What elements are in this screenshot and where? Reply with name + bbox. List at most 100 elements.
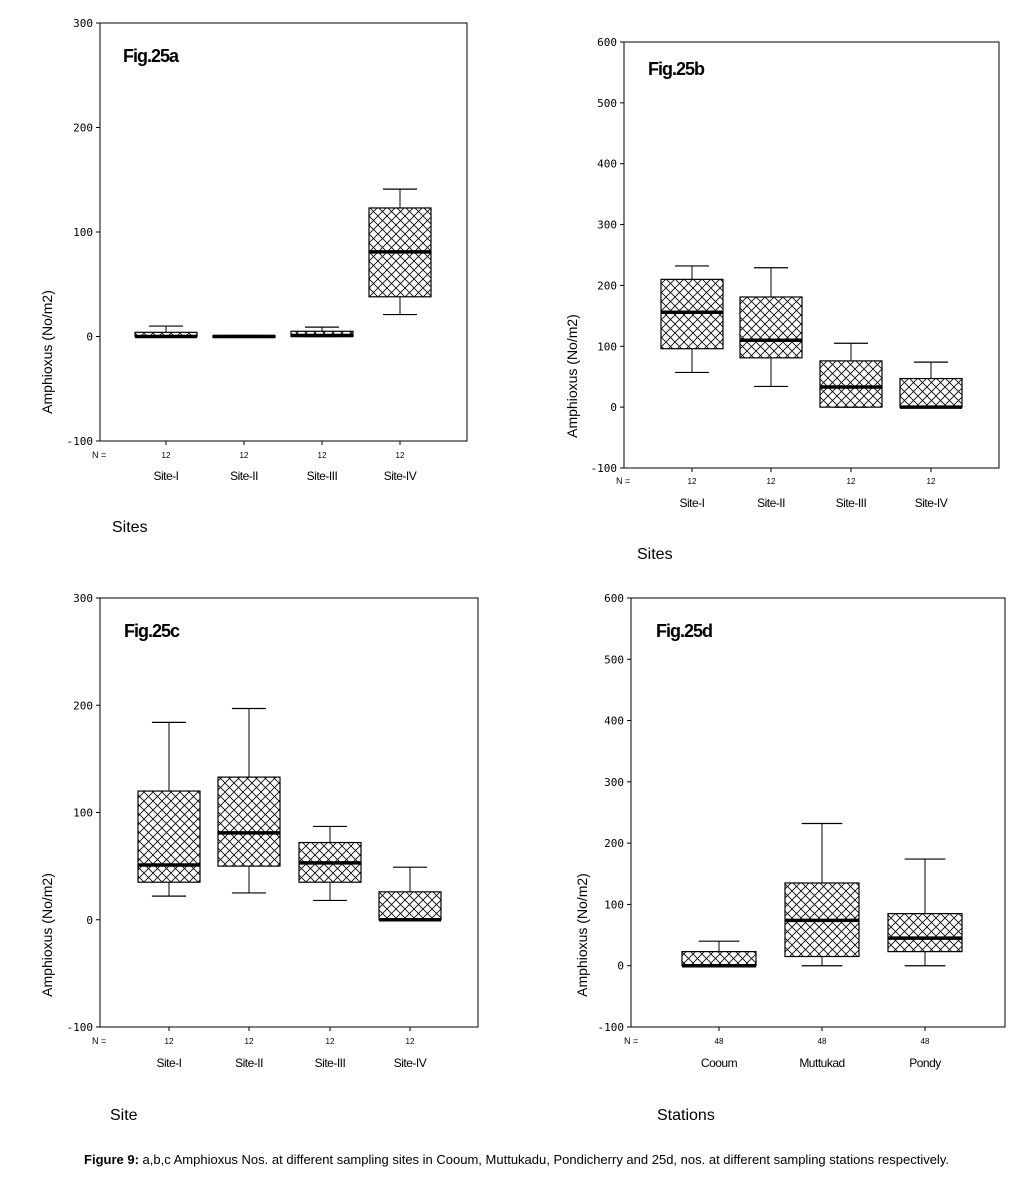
iqr-box [899, 377, 963, 408]
n-value: 12 [245, 1037, 254, 1046]
y-tick-label: 600 [597, 36, 617, 49]
y-tick-label: 300 [604, 776, 624, 789]
y-tick-label: 0 [86, 331, 93, 344]
n-value: 12 [326, 1037, 335, 1046]
box-Site-II: 12 Site-II [212, 334, 276, 483]
panel-label: Fig.25c [124, 621, 180, 641]
panel-label: Fig.25d [656, 621, 712, 641]
y-tick-label: 400 [597, 158, 617, 171]
x-axis-label: Sites [637, 546, 673, 563]
n-value: 12 [688, 477, 697, 486]
iqr-box [739, 296, 803, 359]
box-Site-III: 12 Site-III [819, 342, 883, 510]
y-tick-label: 300 [597, 219, 617, 232]
n-value: 48 [715, 1037, 724, 1046]
category-label: Site-I [156, 1056, 181, 1070]
y-tick-label: -100 [67, 435, 94, 448]
box-Cooum: 48 Cooum [681, 940, 757, 1070]
n-value: 12 [240, 451, 249, 460]
y-tick-label: 200 [604, 837, 624, 850]
y-tick-label: 500 [597, 97, 617, 110]
category-label: Site-IV [384, 469, 417, 483]
plot-frame [623, 41, 1000, 469]
box-Site-I: 12 Site-I [134, 325, 198, 483]
iqr-box [819, 360, 883, 408]
panel-label: Fig.25b [648, 59, 705, 79]
x-axis-label: Site [110, 1107, 138, 1124]
category-label: Pondy [909, 1056, 941, 1070]
y-axis-label: Amphioxus (No/m2) [39, 290, 55, 414]
n-value: 12 [162, 451, 171, 460]
category-label: Cooum [701, 1056, 738, 1070]
n-value: 12 [847, 477, 856, 486]
box-Muttukad: 48 Muttukad [784, 822, 860, 1070]
n-label: N = [616, 476, 630, 486]
iqr-box [378, 891, 442, 921]
y-tick-label: 0 [610, 401, 617, 414]
y-tick-label: 100 [597, 340, 617, 353]
iqr-box [137, 790, 201, 883]
caption-text: a,b,c Amphioxus Nos. at different sampli… [142, 1152, 949, 1167]
y-tick-label: 500 [604, 653, 624, 666]
n-label: N = [92, 1036, 106, 1046]
category-label: Muttukad [799, 1056, 844, 1070]
n-value: 48 [818, 1037, 827, 1046]
y-tick-label: 300 [73, 17, 93, 30]
panel-label: Fig.25a [123, 46, 180, 66]
y-tick-label: 600 [604, 592, 624, 605]
y-tick-label: 0 [617, 960, 624, 973]
box-Site-II: 12 Site-II [739, 267, 803, 510]
y-tick-label: 400 [604, 715, 624, 728]
category-label: Site-I [679, 496, 704, 510]
box-Site-IV: 12 Site-IV [368, 188, 432, 483]
y-tick-label: 0 [86, 914, 93, 927]
category-label: Site-I [153, 469, 178, 483]
plot-frame [630, 597, 1006, 1028]
x-axis-label: Stations [657, 1107, 715, 1124]
x-axis-label: Sites [112, 519, 148, 536]
box-Site-III: 12 Site-III [290, 326, 354, 483]
category-label: Site-IV [394, 1056, 427, 1070]
y-axis-label: Amphioxus (No/m2) [39, 873, 55, 997]
n-label: N = [624, 1036, 638, 1046]
box-Site-I: 12 Site-I [660, 265, 724, 510]
y-tick-label: 100 [73, 807, 93, 820]
n-value: 12 [318, 451, 327, 460]
n-value: 12 [165, 1037, 174, 1046]
n-value: 48 [921, 1037, 930, 1046]
box-Pondy: 48 Pondy [887, 858, 963, 1070]
category-label: Site-II [230, 469, 258, 483]
box-Site-IV: 12 Site-IV [378, 866, 442, 1070]
boxplot-panel-4: -100 0 100 200 300 400 500 600 Fig.25d Amphioxus … [574, 592, 1006, 1124]
iqr-box [887, 913, 963, 953]
y-tick-label: 100 [604, 898, 624, 911]
category-label: Site-III [315, 1056, 346, 1070]
y-tick-label: -100 [598, 1021, 625, 1034]
y-tick-label: -100 [67, 1021, 94, 1034]
iqr-box [681, 951, 757, 967]
y-tick-label: -100 [591, 462, 618, 475]
boxplot-panel-3: -100 0 100 200 300 Fig.25c Amphioxus (No/m2) N … [39, 592, 479, 1124]
iqr-box [217, 776, 281, 867]
category-label: Site-II [757, 496, 785, 510]
category-label: Site-IV [915, 496, 948, 510]
box-Site-IV: 12 Site-IV [899, 361, 963, 510]
n-value: 12 [396, 451, 405, 460]
iqr-box [660, 278, 724, 350]
figure-caption: Figure 9: a,b,c Amphioxus Nos. at differ… [0, 1152, 1033, 1167]
n-value: 12 [927, 477, 936, 486]
boxplot-panel-2: -100 0 100 200 300 400 500 600 Fig.25b Amphioxus … [564, 36, 1000, 563]
category-label: Site-III [836, 496, 867, 510]
box-Site-I: 12 Site-I [137, 721, 201, 1070]
n-label: N = [92, 450, 106, 460]
y-axis-label: Amphioxus (No/m2) [564, 314, 580, 438]
n-value: 12 [406, 1037, 415, 1046]
y-tick-label: 200 [73, 122, 93, 135]
category-label: Site-III [307, 469, 338, 483]
y-tick-label: 100 [73, 226, 93, 239]
y-tick-label: 200 [73, 699, 93, 712]
y-axis-label: Amphioxus (No/m2) [574, 873, 590, 997]
box-Site-III: 12 Site-III [298, 825, 362, 1070]
category-label: Site-II [235, 1056, 263, 1070]
